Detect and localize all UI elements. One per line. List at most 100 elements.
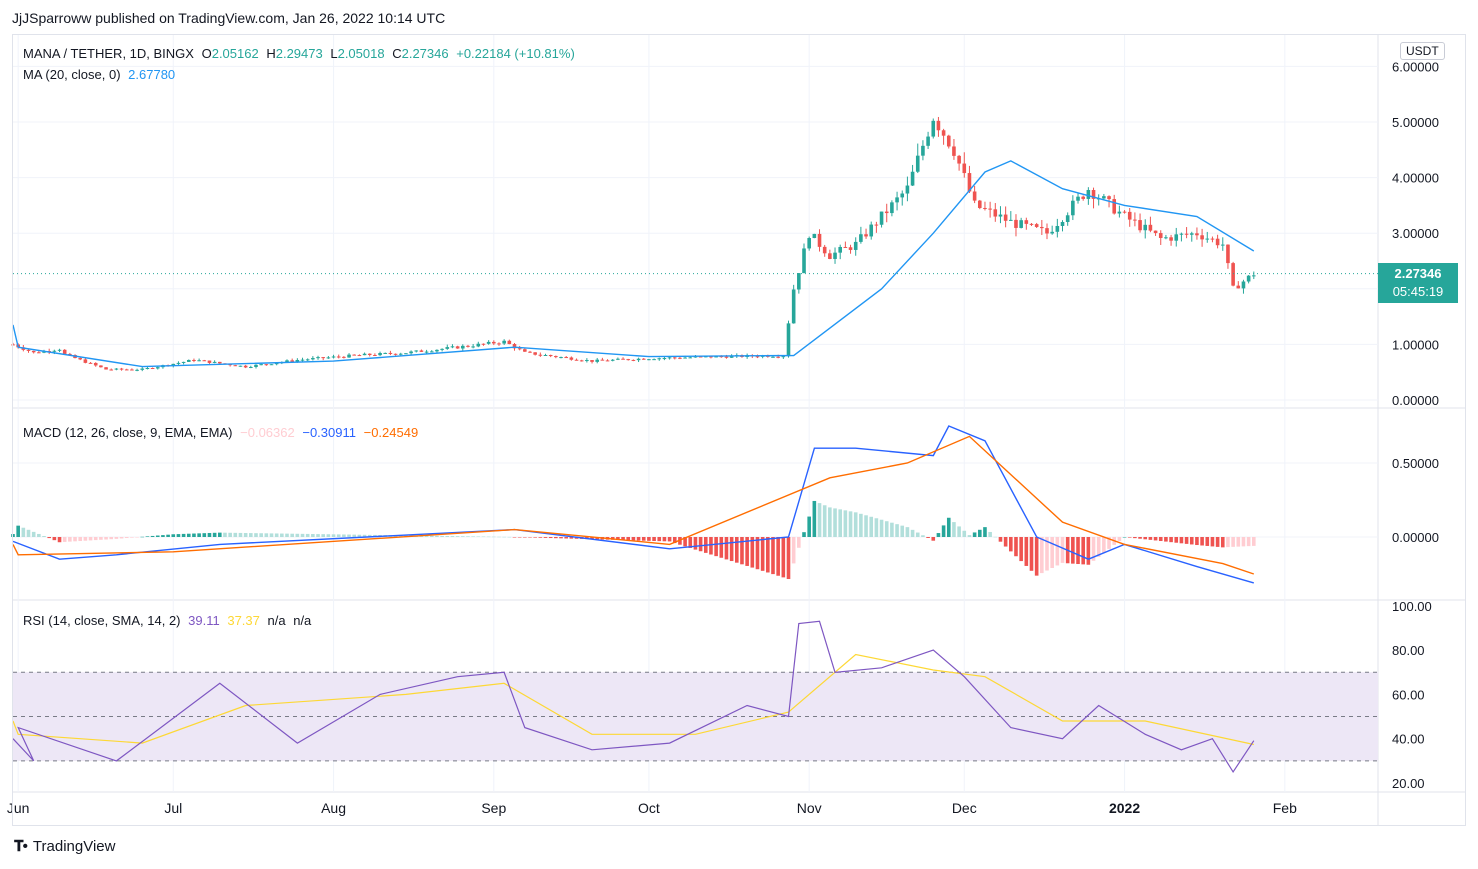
macd-histogram-bar bbox=[1102, 537, 1106, 553]
macd-histogram-bar bbox=[1179, 537, 1184, 544]
macd-histogram-bar bbox=[1189, 537, 1194, 545]
footer[interactable]: 𝐓• TradingView bbox=[14, 838, 115, 855]
macd-histogram-bar bbox=[1055, 537, 1060, 566]
macd-histogram-bar bbox=[967, 535, 972, 537]
macd-histogram-bar bbox=[724, 537, 729, 560]
macd-histogram-bar bbox=[755, 537, 760, 570]
macd-histogram-bar bbox=[631, 537, 636, 541]
macd-histogram-bar bbox=[52, 537, 57, 541]
candle-body bbox=[905, 185, 910, 194]
candle-body bbox=[507, 340, 512, 345]
macd-histogram-bar bbox=[274, 533, 279, 537]
candle-body bbox=[915, 155, 920, 172]
macd-histogram-bar bbox=[1019, 537, 1023, 562]
candle-body bbox=[321, 357, 325, 359]
candle-body bbox=[1117, 211, 1122, 214]
candle-body bbox=[466, 345, 470, 347]
macd-histogram-bar bbox=[119, 537, 124, 539]
candle-body bbox=[460, 345, 465, 349]
macd-histogram-bar bbox=[1205, 537, 1210, 546]
candle-body bbox=[83, 359, 88, 363]
candle-body bbox=[326, 357, 331, 359]
candle-body bbox=[471, 346, 475, 348]
candle-body bbox=[435, 349, 439, 352]
candle-body bbox=[853, 241, 858, 250]
macd-histogram-bar bbox=[1122, 537, 1127, 538]
candle-body bbox=[367, 353, 372, 355]
macd-histogram-bar bbox=[37, 533, 41, 537]
close-label: C bbox=[392, 46, 402, 61]
macd-histogram-bar bbox=[1045, 537, 1049, 571]
candle-body bbox=[424, 351, 429, 353]
macd-signal-value: −0.24549 bbox=[363, 425, 419, 440]
candle-body bbox=[1024, 220, 1029, 224]
macd-histogram-bar bbox=[740, 537, 744, 565]
candle-body bbox=[1081, 196, 1085, 199]
candle-body bbox=[197, 360, 201, 362]
macd-histogram-bar bbox=[243, 533, 248, 537]
candle-body bbox=[693, 356, 698, 358]
candle-body bbox=[99, 365, 103, 368]
candle-body bbox=[1143, 224, 1148, 231]
candle-body bbox=[455, 346, 460, 349]
macd-histogram-bar bbox=[714, 537, 718, 557]
candle-body bbox=[1189, 233, 1194, 235]
candle-body bbox=[429, 351, 434, 353]
candle-body bbox=[636, 358, 641, 361]
candle-body bbox=[533, 352, 537, 355]
macd-histogram-bar bbox=[1169, 537, 1173, 543]
candle-body bbox=[207, 360, 212, 363]
macd-histogram-bar bbox=[109, 537, 114, 540]
macd-histogram-bar bbox=[228, 532, 232, 537]
candle-body bbox=[31, 350, 36, 353]
candle-body bbox=[347, 354, 351, 358]
macd-histogram-bar bbox=[31, 531, 36, 537]
candle-body bbox=[26, 349, 31, 351]
candle-body bbox=[1003, 214, 1008, 221]
macd-histogram-bar bbox=[1009, 537, 1013, 552]
macd-histogram-bar bbox=[750, 537, 755, 568]
candle-body bbox=[523, 349, 527, 352]
candle-body bbox=[249, 366, 253, 368]
time-tick-label: Nov bbox=[797, 800, 822, 816]
candle-body bbox=[440, 348, 444, 350]
macd-histogram-bar bbox=[83, 537, 88, 541]
macd-histogram-bar bbox=[812, 500, 817, 537]
candle-body bbox=[709, 356, 713, 358]
rsi-na-1: n/a bbox=[267, 613, 286, 628]
macd-histogram-bar bbox=[259, 533, 263, 537]
rsi-line bbox=[12, 620, 1255, 774]
time-tick-label: Feb bbox=[1273, 800, 1297, 816]
bar-countdown: 05:45:19 bbox=[1392, 284, 1444, 299]
macd-histogram-bar bbox=[218, 532, 222, 537]
candle-body bbox=[1215, 238, 1220, 246]
macd-histogram-bar bbox=[1024, 537, 1029, 566]
candle-body bbox=[1045, 228, 1049, 234]
macd-histogram-bar bbox=[1107, 537, 1111, 549]
candle-body bbox=[605, 360, 610, 362]
macd-histogram-bar bbox=[435, 535, 439, 537]
candle-body bbox=[1169, 237, 1173, 241]
candle-body bbox=[357, 355, 362, 357]
currency-button[interactable]: USDT bbox=[1400, 42, 1445, 60]
candle-body bbox=[548, 354, 553, 357]
candle-body bbox=[1065, 215, 1070, 222]
macd-histogram-bar bbox=[124, 537, 129, 539]
candle-body bbox=[672, 357, 677, 359]
candle-body bbox=[662, 358, 667, 360]
candle-body bbox=[176, 362, 181, 364]
candle-body bbox=[647, 359, 651, 361]
candle-body bbox=[729, 355, 734, 358]
candle-body bbox=[331, 356, 336, 358]
candle-body bbox=[616, 358, 620, 360]
macd-histogram-bar bbox=[316, 534, 320, 537]
macd-label: MACD (12, 26, close, 9, EMA, EMA) bbox=[23, 425, 233, 440]
macd-histogram-bar bbox=[450, 536, 455, 537]
candle-body bbox=[388, 352, 393, 354]
macd-histogram-bar bbox=[672, 537, 677, 544]
macd-histogram-bar bbox=[745, 537, 749, 566]
macd-tick-label: 0.00000 bbox=[1392, 530, 1439, 545]
candle-body bbox=[641, 358, 646, 360]
macd-histogram-bar bbox=[533, 537, 537, 538]
